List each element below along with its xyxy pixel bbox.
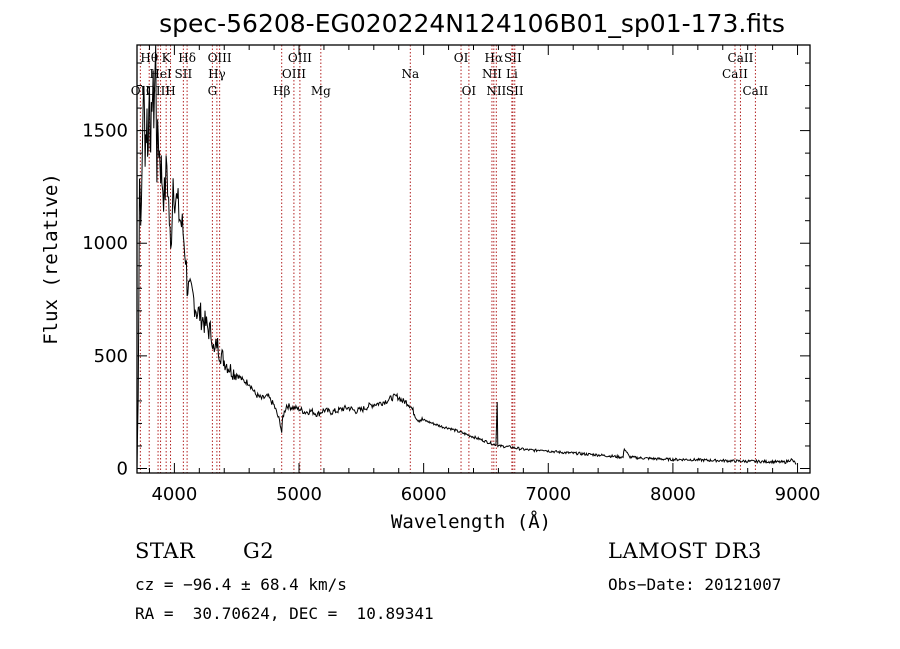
line-label-9: Hγ [208,67,226,81]
line-label-23: SII [506,84,524,98]
line-label-1: Hθ [140,51,158,65]
y-tick-label: 1000 [82,233,128,254]
line-label-11: Hβ [273,84,290,98]
x-tick-label: 6000 [401,484,447,505]
line-label-21: Li [506,67,518,81]
subclass: G2 [243,539,275,563]
y-tick-label: 1500 [82,121,128,142]
line-label-13: OIII [288,51,312,65]
line-label-5: H [165,84,175,98]
object-class: STAR [135,539,196,563]
x-tick-label: 9000 [775,484,821,505]
line-label-17: OI [462,84,477,98]
obs-date: Obs−Date: 20121007 [608,575,782,594]
ra-dec: RA = 30.70624, DEC = 10.89341 [135,604,434,623]
line-label-15: Na [401,67,419,81]
line-label-14: Mg [311,84,331,98]
line-label-2: OIII [146,84,170,98]
line-label-8: G [208,84,218,98]
chart-title: spec-56208-EG020224N124106B01_sp01-173.f… [159,9,785,38]
line-label-26: CaII [742,84,768,98]
line-label-4: K [162,51,172,65]
line-label-20: NII [486,84,506,98]
plot-frame [136,44,811,474]
line-label-12: OIII [282,67,306,81]
line-label-24: CaII [722,67,748,81]
line-label-6: SII [175,67,193,81]
line-label-19: Hα [485,51,504,65]
line-label-10: OIII [208,51,232,65]
line-label-7: Hδ [178,51,196,65]
survey-name: LAMOST DR3 [608,539,762,563]
y-tick-label: 500 [94,346,128,367]
line-label-18: NII [482,67,502,81]
x-tick-label: 8000 [650,484,696,505]
line-label-25: CaII [728,51,754,65]
y-tick-label: 0 [117,458,128,479]
y-axis-label: Flux (relative) [40,173,62,345]
redshift-cz: cz = −96.4 ± 68.4 km/s [135,575,347,594]
x-tick-label: 5000 [276,484,322,505]
x-tick-label: 4000 [151,484,197,505]
x-axis-label: Wavelength (Å) [391,510,551,533]
spectrum-line [136,44,797,469]
line-label-16: OI [454,51,469,65]
line-label-0: OII [131,84,151,98]
line-label-22: SII [504,51,522,65]
x-tick-label: 7000 [525,484,571,505]
